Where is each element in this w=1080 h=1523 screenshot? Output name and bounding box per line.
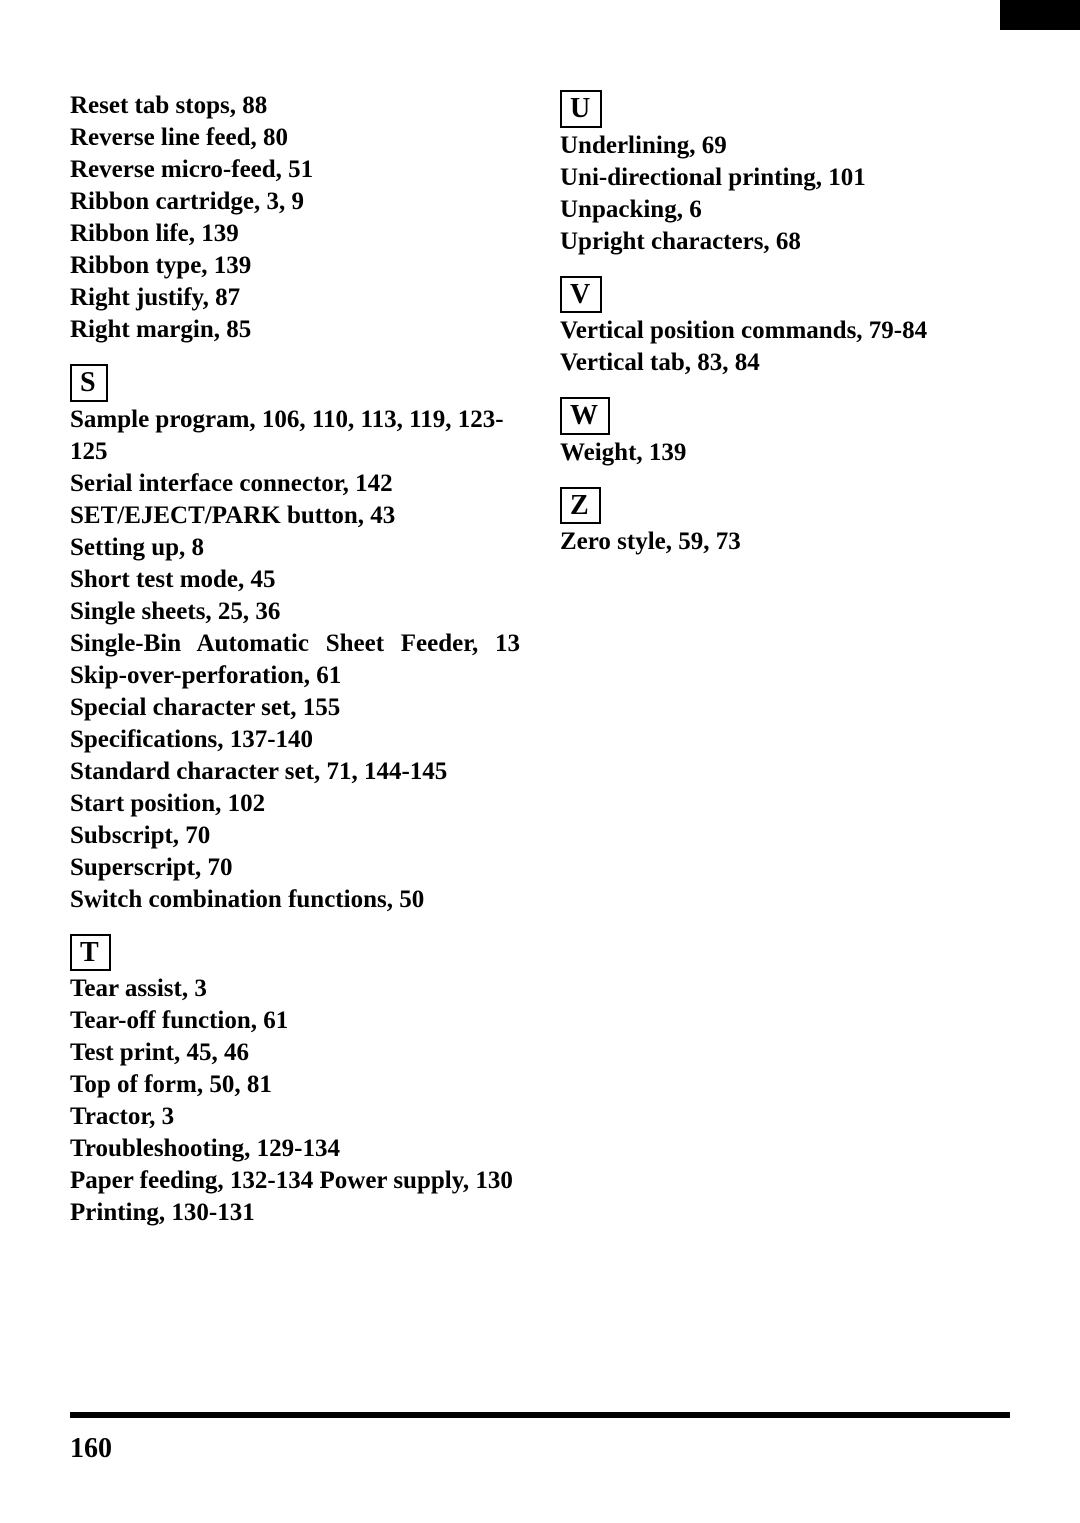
page-number: 160: [70, 1433, 112, 1465]
index-entry: Single-Bin Automatic Sheet Feeder, 13: [70, 628, 520, 660]
index-entry: Troubleshooting, 129-134: [70, 1133, 520, 1165]
left-column: Reset tab stops, 88 Reverse line feed, 8…: [70, 90, 520, 1229]
index-subentry: Paper feeding, 132-134: [70, 1167, 313, 1194]
index-entry: Zero style, 59, 73: [560, 526, 1010, 558]
index-entry: SET/EJECT/PARK button, 43: [70, 500, 520, 532]
index-entry: Weight, 139: [560, 437, 1010, 469]
index-entry: Underlining, 69: [560, 130, 1010, 162]
two-column-layout: Reset tab stops, 88 Reverse line feed, 8…: [70, 90, 1010, 1229]
index-entry: Switch combination functions, 50: [70, 884, 520, 916]
index-entry: Ribbon life, 139: [70, 218, 520, 250]
index-entry: Tear assist, 3: [70, 973, 520, 1005]
index-entry: Reverse micro-feed, 51: [70, 154, 520, 186]
index-entry: Special character set, 155: [70, 692, 520, 724]
index-entry: Specifications, 137-140: [70, 724, 520, 756]
index-entry: Top of form, 50, 81: [70, 1069, 520, 1101]
index-entry: Subscript, 70: [70, 820, 520, 852]
index-entry: Vertical position commands, 79-84: [560, 315, 1010, 347]
index-letter-t: T: [70, 934, 111, 972]
thumb-tab: [1000, 0, 1080, 30]
index-entry: Ribbon cartridge, 3, 9: [70, 186, 520, 218]
index-entry: Reverse line feed, 80: [70, 122, 520, 154]
index-entry: Tear-off function, 61: [70, 1005, 520, 1037]
index-entry: Vertical tab, 83, 84: [560, 347, 1010, 379]
index-entry: Upright characters, 68: [560, 226, 1010, 258]
index-letter-w: W: [560, 397, 610, 435]
index-letter-z: Z: [560, 487, 601, 525]
index-entry: Right justify, 87: [70, 282, 520, 314]
index-entry: Sample program, 106, 110, 113, 119, 123-…: [70, 404, 520, 468]
index-entry: Standard character set, 71, 144-145: [70, 756, 520, 788]
footer-rule: [70, 1412, 1010, 1418]
index-subentry: Printing, 130-131: [70, 1199, 255, 1226]
index-entry: Test print, 45, 46: [70, 1037, 520, 1069]
right-column: U Underlining, 69 Uni-directional printi…: [560, 90, 1010, 1229]
index-letter-u: U: [560, 90, 602, 128]
index-entry: Start position, 102: [70, 788, 520, 820]
index-entry: Tractor, 3: [70, 1101, 520, 1133]
index-subentry: Power supply, 130: [320, 1167, 513, 1194]
index-entry: Single sheets, 25, 36: [70, 596, 520, 628]
index-entry: Short test mode, 45: [70, 564, 520, 596]
index-entry: Reset tab stops, 88: [70, 90, 520, 122]
index-letter-v: V: [560, 276, 602, 314]
index-letter-s: S: [70, 364, 108, 402]
index-page: Reset tab stops, 88 Reverse line feed, 8…: [70, 90, 1010, 1229]
index-entry: Unpacking, 6: [560, 194, 1010, 226]
index-entry: Serial interface connector, 142: [70, 468, 520, 500]
index-entry: Skip-over-perforation, 61: [70, 660, 520, 692]
index-entry: Ribbon type, 139: [70, 250, 520, 282]
index-entry: Right margin, 85: [70, 314, 520, 346]
index-entry: Setting up, 8: [70, 532, 520, 564]
index-entry: Uni-directional printing, 101: [560, 162, 1010, 194]
index-entry: Superscript, 70: [70, 852, 520, 884]
